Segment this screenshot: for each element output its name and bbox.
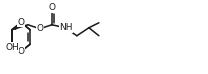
Text: O: O xyxy=(17,47,25,56)
Text: O: O xyxy=(17,18,25,27)
Text: NH: NH xyxy=(59,23,73,32)
Text: OH: OH xyxy=(5,43,19,52)
Text: O: O xyxy=(37,24,44,33)
Text: O: O xyxy=(48,3,55,12)
